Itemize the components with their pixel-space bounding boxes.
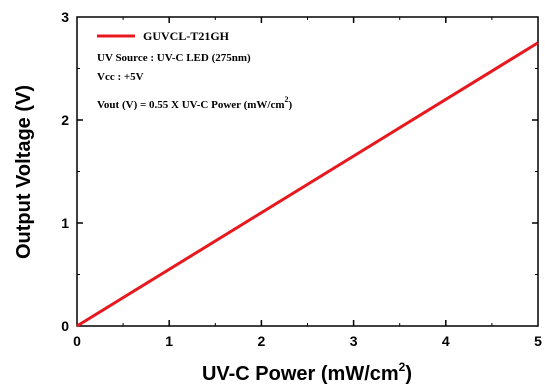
y-axis-ticks: 0 1 2 3 — [61, 9, 538, 334]
y-tick-label: 2 — [61, 112, 69, 128]
x-tick-label: 1 — [165, 333, 173, 349]
annotation-formula: Vout (V) = 0.55 X UV-C Power (mW/cm2) — [97, 95, 293, 111]
legend-label: GUVCL-T21GH — [143, 29, 230, 43]
x-axis-title-main: UV-C Power (mW/cm — [202, 363, 399, 385]
x-tick-label: 5 — [534, 333, 542, 349]
y-axis-title: Output Voltage (V) — [13, 85, 35, 259]
annotation-source: UV Source : UV-C LED (275nm) — [97, 52, 251, 64]
x-tick-label: 3 — [350, 333, 358, 349]
annotation-formula-main: Vout (V) = 0.55 X UV-C Power (mW/cm — [97, 99, 285, 111]
x-tick-label: 0 — [73, 333, 81, 349]
y-tick-label: 3 — [61, 9, 69, 25]
x-axis-ticks: 0 1 2 3 4 5 — [73, 17, 542, 349]
y-tick-label: 1 — [61, 215, 69, 231]
x-axis-title-sup: 2 — [399, 360, 406, 374]
x-tick-label: 2 — [258, 333, 266, 349]
annotation-formula-sup: 2 — [285, 95, 289, 104]
series-line — [76, 41, 539, 328]
annotation-formula-end: ) — [289, 99, 293, 111]
x-tick-label: 4 — [442, 333, 450, 349]
annotation-vcc: Vcc : +5V — [97, 71, 144, 83]
x-axis-title: UV-C Power (mW/cm2) — [202, 360, 412, 385]
y-tick-label: 0 — [61, 318, 69, 334]
x-axis-title-end: ) — [405, 363, 412, 385]
